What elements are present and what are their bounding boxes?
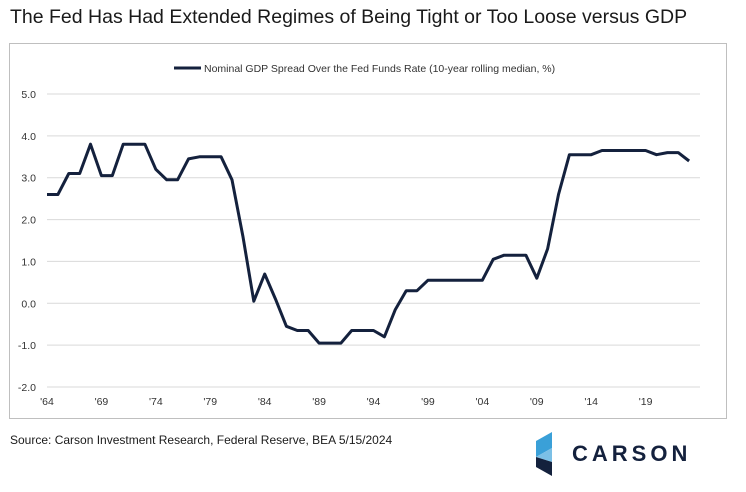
y-tick-label: -2.0 bbox=[18, 382, 36, 394]
carson-logo: CARSON bbox=[536, 432, 716, 476]
y-tick-label: 3.0 bbox=[21, 173, 36, 185]
y-tick-label: 4.0 bbox=[21, 131, 36, 143]
x-axis-ticks: '64 '69 '74 '79 '84 '89 '94 '99 '04 '09 '14 '19 bbox=[40, 396, 652, 408]
x-tick-label: '19 bbox=[639, 396, 653, 408]
carson-logo-mark bbox=[536, 432, 552, 476]
x-tick-label: '99 bbox=[421, 396, 435, 408]
series-line bbox=[47, 142, 691, 345]
y-tick-label: -1.0 bbox=[18, 340, 36, 352]
x-tick-label: '64 bbox=[40, 396, 54, 408]
x-tick-label: '14 bbox=[584, 396, 598, 408]
series-layer bbox=[47, 142, 691, 345]
x-tick-label: '74 bbox=[149, 396, 163, 408]
y-tick-label: 2.0 bbox=[21, 215, 36, 227]
x-tick-label: '79 bbox=[203, 396, 217, 408]
chart-title: The Fed Has Had Extended Regimes of Bein… bbox=[10, 6, 688, 28]
x-tick-label: '84 bbox=[258, 396, 272, 408]
y-tick-label: 1.0 bbox=[21, 256, 36, 268]
y-axis-ticks: 5.0 4.0 3.0 2.0 1.0 0.0 -1.0 -2.0 bbox=[18, 89, 36, 394]
x-tick-label: '04 bbox=[475, 396, 489, 408]
x-tick-label: '09 bbox=[530, 396, 544, 408]
carson-logo-text: CARSON bbox=[572, 441, 692, 466]
y-tick-label: 0.0 bbox=[21, 298, 36, 310]
x-tick-label: '89 bbox=[312, 396, 326, 408]
gridlines bbox=[47, 93, 700, 388]
x-tick-label: '69 bbox=[95, 396, 109, 408]
x-tick-label: '94 bbox=[367, 396, 381, 408]
y-tick-label: 5.0 bbox=[21, 89, 36, 101]
legend-label: Nominal GDP Spread Over the Fed Funds Ra… bbox=[204, 63, 555, 75]
legend: Nominal GDP Spread Over the Fed Funds Ra… bbox=[174, 63, 555, 75]
source-note: Source: Carson Investment Research, Fede… bbox=[10, 433, 393, 447]
chart-frame bbox=[9, 43, 727, 419]
